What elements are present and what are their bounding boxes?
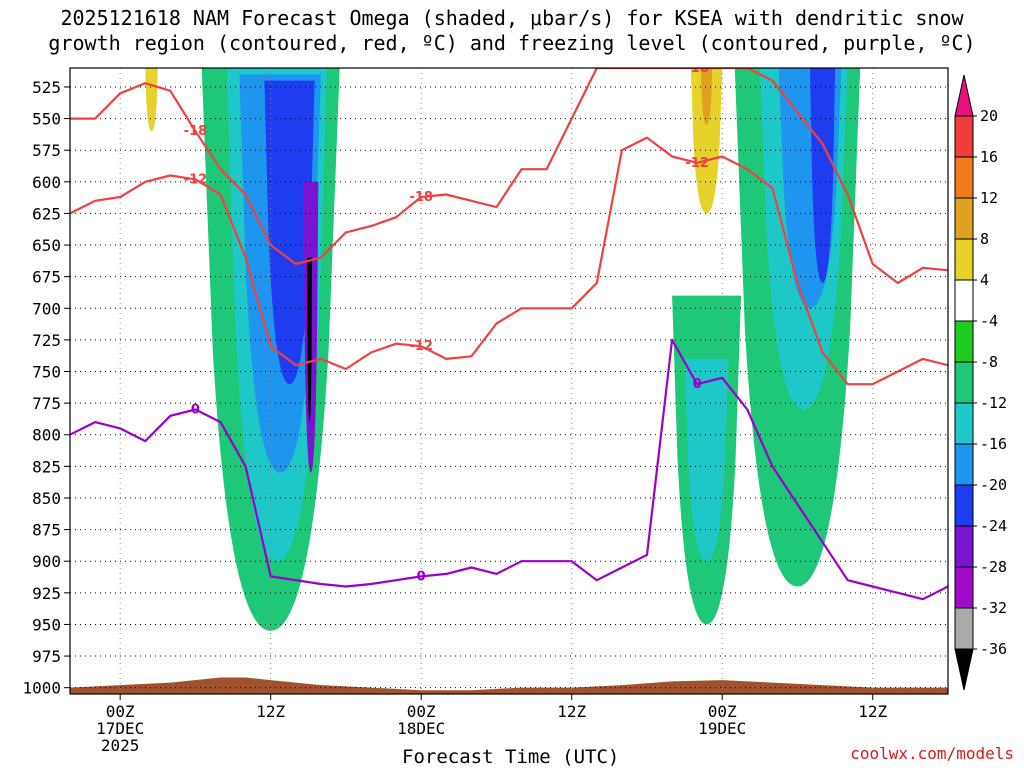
contour-line: [70, 68, 948, 285]
contour-label: 0: [693, 377, 702, 392]
plot-area: [70, 68, 948, 694]
y-tick-label: 600: [32, 173, 61, 192]
colorbar-band: [954, 566, 974, 609]
omega-region: [690, 68, 723, 214]
terrain-fill: [70, 677, 948, 694]
y-tick-label: 875: [32, 521, 61, 540]
y-tick-label: 800: [32, 426, 61, 445]
x-tick-label: 2025: [101, 736, 140, 755]
x-axis-label: Forecast Time (UTC): [402, 746, 620, 768]
omega-region: [145, 68, 158, 132]
y-tick-label: 775: [32, 394, 61, 413]
y-tick-label: 975: [32, 647, 61, 666]
colorbar-band: [954, 648, 974, 691]
x-tick-label: 17DEC: [96, 719, 144, 738]
contour-line: [70, 338, 948, 601]
x-tick-label: 00Z: [106, 702, 135, 721]
colorbar-label: -4: [980, 312, 998, 330]
contour-label: -12: [184, 172, 208, 187]
x-tick-label: 00Z: [407, 702, 436, 721]
colorbar-label: 4: [980, 271, 989, 289]
colorbar-label: -8: [980, 353, 998, 371]
colorbar-band: [954, 74, 974, 117]
chart-title-line-1: 2025121618 NAM Forecast Omega (shaded, μ…: [60, 6, 964, 30]
x-tick-label: 18DEC: [397, 719, 445, 738]
x-tick-label: 12Z: [557, 702, 586, 721]
plot-frame: [69, 67, 949, 695]
colorbar-band: [954, 320, 974, 363]
contour-label: 0: [191, 402, 200, 417]
colorbar-band: [954, 525, 974, 568]
colorbar-band: [954, 402, 974, 445]
colorbar-label: -12: [980, 394, 1007, 412]
y-tick-label: 625: [32, 204, 61, 223]
contour-label: -12: [685, 156, 709, 171]
credit-text: coolwx.com/models: [850, 744, 1014, 763]
contour-lines: -12 -12 -12 -18 -18 -18 0 0 0: [70, 61, 948, 601]
y-tick-label: 900: [32, 552, 61, 571]
colorbar-label: -32: [980, 599, 1007, 617]
colorbar-band: [954, 607, 974, 650]
colorbar: 20 16 12 8 4 -4 -8 -12 -16 -20 -24 -28 -32 -36: [954, 74, 1007, 691]
chart-title-line-2: growth region (contoured, red, ºC) and f…: [48, 31, 976, 55]
y-tick-label: 575: [32, 141, 61, 160]
x-tick-label: 00Z: [708, 702, 737, 721]
y-tick-label: 525: [32, 78, 61, 97]
colorbar-label: -28: [980, 558, 1007, 576]
x-tick-label: 12Z: [256, 702, 285, 721]
y-tick-label: 1000: [22, 679, 61, 698]
x-tick-label: 12Z: [858, 702, 887, 721]
y-tick-label: 750: [32, 363, 61, 382]
y-tick-label: 950: [32, 615, 61, 634]
colorbar-band: [954, 443, 974, 486]
colorbar-band: [954, 156, 974, 199]
axes: 525 550 575 600 625 650 675 700 725 750 775 800 825 8…: [22, 78, 887, 755]
colorbar-band: [954, 279, 974, 322]
colorbar-label: -20: [980, 476, 1007, 494]
colorbar-band: [954, 484, 974, 527]
omega-region: [684, 358, 729, 562]
colorbar-band: [954, 361, 974, 404]
colorbar-label: 12: [980, 189, 998, 207]
y-tick-label: 675: [32, 268, 61, 287]
colorbar-label: -16: [980, 435, 1007, 453]
colorbar-label: 8: [980, 230, 989, 248]
contour-line: [70, 136, 948, 386]
omega-region: [810, 68, 836, 283]
y-tick-label: 700: [32, 299, 61, 318]
y-tick-label: 925: [32, 584, 61, 603]
y-tick-label: 850: [32, 489, 61, 508]
y-tick-label: 550: [32, 110, 61, 129]
contour-label: -18: [409, 190, 433, 205]
colorbar-band: [954, 115, 974, 158]
colorbar-label: 20: [980, 107, 998, 125]
omega-region: [264, 80, 315, 385]
y-tick-label: 725: [32, 331, 61, 350]
x-tick-label: 19DEC: [698, 719, 746, 738]
omega-region: [700, 68, 713, 125]
contour-label: 0: [417, 569, 426, 584]
colorbar-label: 16: [980, 148, 998, 166]
contour-label: -18: [685, 61, 709, 76]
colorbar-label: -24: [980, 517, 1007, 535]
y-tick-label: 650: [32, 236, 61, 255]
omega-region: [307, 257, 313, 423]
colorbar-band: [954, 238, 974, 281]
colorbar-label: -36: [980, 640, 1007, 658]
colorbar-band: [954, 197, 974, 240]
y-tick-label: 825: [32, 457, 61, 476]
contour-label: -12: [409, 339, 433, 354]
contour-label: -18: [184, 124, 208, 139]
